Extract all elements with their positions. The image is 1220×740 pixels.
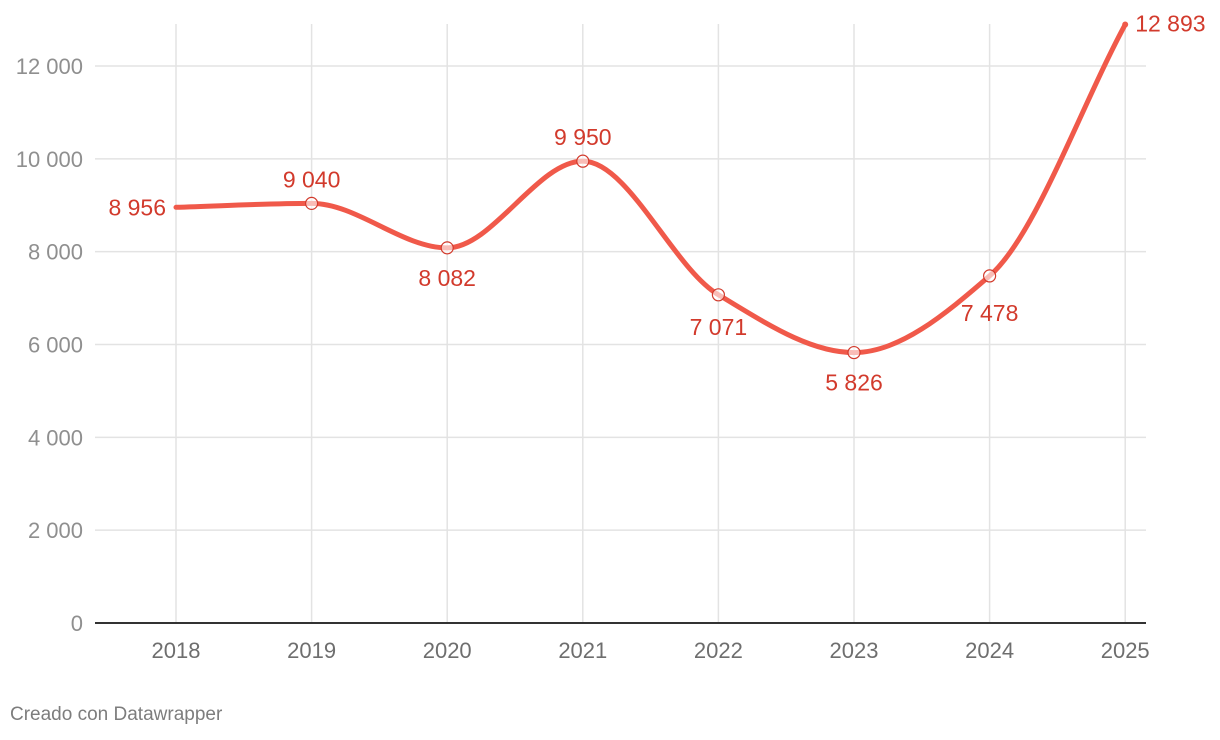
data-label: 7 071 (690, 314, 748, 340)
data-labels: 8 956 9 040 8 082 9 950 7 071 5 826 7 478 12 89… (108, 11, 1205, 396)
data-label: 12 893 (1135, 11, 1205, 37)
data-point-marker (1122, 21, 1129, 28)
data-point-marker (440, 241, 454, 255)
y-tick-label: 10 000 (16, 147, 83, 172)
data-point-markers (305, 21, 1129, 360)
x-tick-label: 2020 (423, 638, 472, 663)
data-label: 8 082 (418, 265, 476, 291)
x-tick-label: 2025 (1101, 638, 1150, 663)
data-label: 7 478 (961, 300, 1019, 326)
credit-text: Creado con Datawrapper (10, 704, 223, 725)
y-tick-label: 0 (71, 611, 83, 636)
data-point-marker (982, 269, 997, 283)
x-tick-label: 2022 (694, 638, 743, 663)
x-tick-label: 2019 (287, 638, 336, 663)
data-label: 8 956 (108, 194, 166, 220)
x-tick-label: 2021 (558, 638, 607, 663)
data-label: 9 040 (283, 166, 341, 192)
y-tick-label: 2 000 (28, 518, 83, 543)
x-tick-label: 2018 (152, 638, 201, 663)
y-axis-tick-labels: 0 2 000 4 000 6 000 8 000 10 000 12 000 (16, 54, 83, 636)
x-gridlines (175, 24, 1126, 623)
data-point-marker (305, 196, 319, 210)
data-point-marker (711, 288, 726, 302)
data-label: 5 826 (825, 370, 883, 396)
y-tick-label: 4 000 (28, 425, 83, 450)
x-tick-label: 2023 (830, 638, 879, 663)
data-point-marker (576, 154, 590, 168)
x-tick-label: 2024 (965, 638, 1014, 663)
data-point-marker (847, 345, 861, 360)
x-axis-tick-labels: 2018 2019 2020 2021 2022 2023 2024 2025 (152, 638, 1150, 663)
data-label: 9 950 (554, 124, 612, 150)
y-tick-label: 8 000 (28, 240, 83, 265)
y-tick-label: 12 000 (16, 54, 83, 79)
y-tick-label: 6 000 (28, 333, 83, 358)
y-gridlines (95, 65, 1146, 531)
